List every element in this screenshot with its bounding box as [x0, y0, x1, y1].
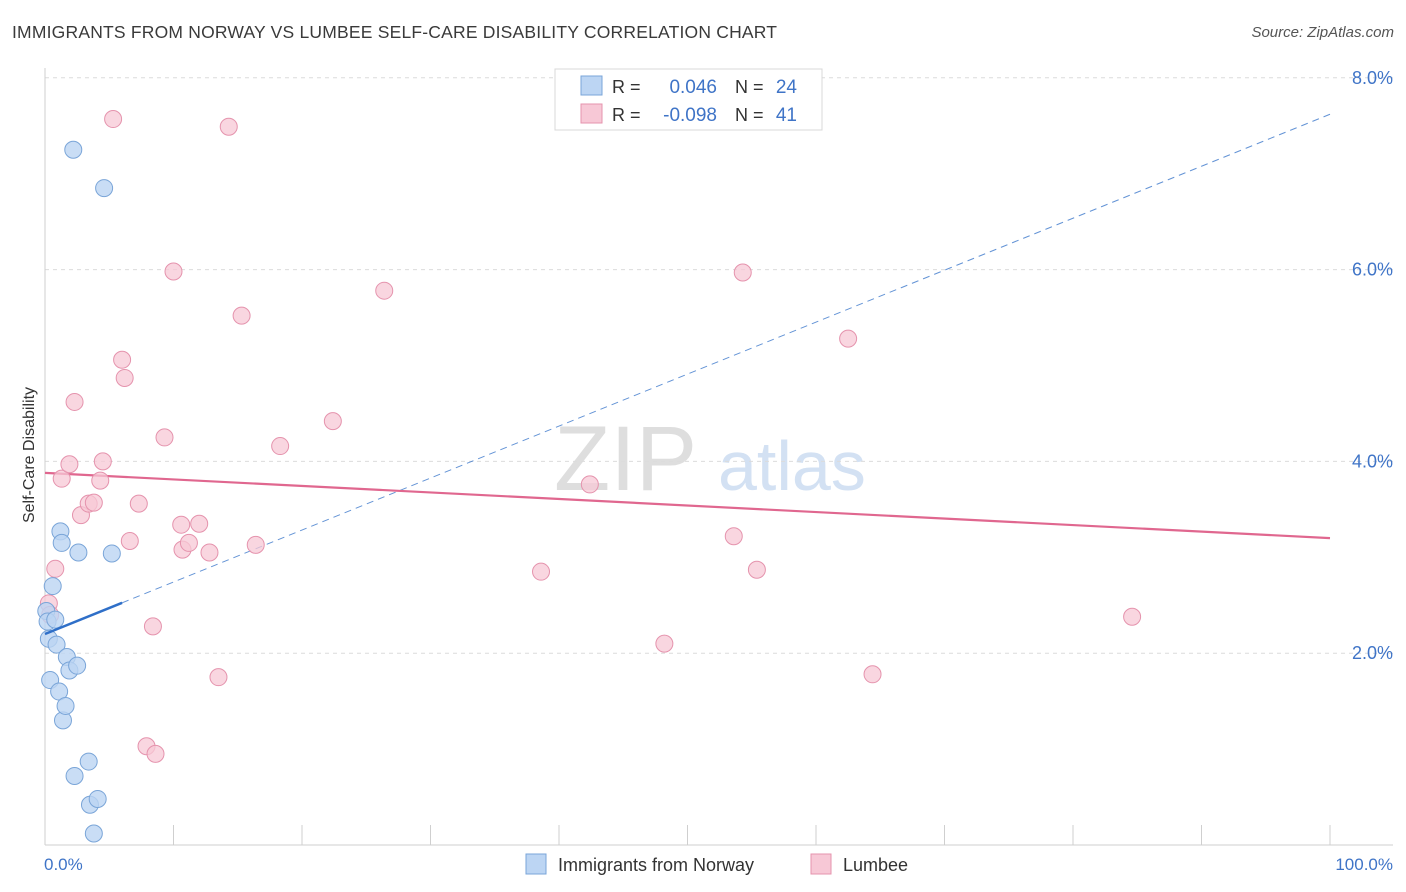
norway-point	[43, 577, 62, 596]
lumbee-point	[200, 543, 219, 562]
lumbee-point	[104, 110, 123, 129]
norway-point	[68, 656, 87, 675]
legend-lumbee-n-label: N =	[735, 105, 764, 125]
bottom-legend-lumbee-swatch	[810, 853, 832, 875]
lumbee-point	[724, 527, 743, 546]
legend-lumbee-r-label: R =	[612, 105, 641, 125]
lumbee-point	[84, 493, 103, 512]
lumbee-point	[375, 281, 394, 300]
lumbee-point	[219, 117, 238, 136]
lumbee-point	[863, 665, 882, 684]
lumbee-point	[323, 412, 342, 431]
legend-lumbee-swatch	[580, 103, 603, 124]
norway-point	[56, 696, 75, 715]
bottom-legend-norway-swatch	[525, 853, 547, 875]
norway-point	[52, 533, 71, 552]
watermark-zip: ZIP	[554, 408, 697, 510]
trend-lines	[44, 113, 1331, 604]
lumbee-point	[65, 392, 84, 411]
lumbee-point	[532, 562, 551, 581]
norway-point	[79, 752, 98, 771]
lumbee-point	[246, 535, 265, 554]
chart-title: IMMIGRANTS FROM NORWAY VS LUMBEE SELF-CA…	[12, 22, 778, 42]
legend-box: R = 0.046 N = 24 R = -0.098 N = 41	[554, 68, 823, 131]
bottom-legend-lumbee-label: Lumbee	[843, 855, 908, 875]
norway-point	[64, 140, 83, 159]
axes	[44, 68, 1393, 846]
bottom-legend: Immigrants from Norway Lumbee	[525, 853, 908, 875]
lumbee-points	[39, 110, 1142, 763]
norway-trend-solid	[44, 601, 123, 636]
lumbee-point	[580, 475, 599, 494]
x-tick-label-min: 0.0%	[44, 855, 83, 874]
lumbee-point	[172, 515, 191, 534]
legend-norway-r-value: 0.046	[669, 77, 717, 98]
norway-point	[65, 766, 84, 785]
lumbee-point	[146, 744, 165, 763]
lumbee-point	[733, 263, 752, 282]
legend-lumbee-n-value: 41	[776, 105, 797, 126]
y-tick-label: 4.0%	[1352, 451, 1393, 471]
y-tick-label: 6.0%	[1352, 260, 1393, 280]
norway-trend-dashed	[121, 113, 1331, 604]
lumbee-point	[839, 329, 858, 348]
lumbee-point	[115, 368, 134, 387]
lumbee-point	[91, 471, 110, 490]
norway-point	[95, 179, 114, 198]
lumbee-point	[655, 634, 674, 653]
lumbee-point	[120, 531, 139, 550]
lumbee-trend-line	[44, 471, 1331, 540]
norway-point	[102, 544, 121, 563]
lumbee-point	[93, 452, 112, 471]
norway-point	[69, 543, 88, 562]
lumbee-point	[155, 428, 174, 447]
legend-norway-r-label: R =	[612, 77, 641, 97]
lumbee-point	[271, 437, 290, 456]
legend-norway-swatch	[580, 75, 603, 96]
lumbee-point	[164, 262, 183, 281]
legend-lumbee-r-value: -0.098	[663, 105, 717, 126]
grid-lines	[45, 77, 1393, 654]
lumbee-point	[143, 617, 162, 636]
legend-norway-n-label: N =	[735, 77, 764, 97]
lumbee-point	[190, 514, 209, 533]
norway-point	[88, 789, 107, 808]
y-tick-labels: 2.0% 4.0% 6.0% 8.0%	[1352, 68, 1393, 663]
lumbee-point	[1123, 607, 1142, 626]
source-label: Source: ZipAtlas.com	[1251, 24, 1394, 41]
norway-points	[37, 140, 123, 843]
y-tick-label: 2.0%	[1352, 643, 1393, 663]
legend-norway-n-value: 24	[776, 77, 798, 98]
lumbee-point	[129, 494, 148, 513]
lumbee-point	[232, 306, 251, 325]
y-tick-label: 8.0%	[1352, 68, 1393, 88]
norway-point	[47, 635, 66, 654]
lumbee-point	[46, 559, 65, 578]
y-axis-label: Self-Care Disability	[21, 387, 38, 523]
lumbee-point	[179, 533, 198, 552]
lumbee-point	[209, 668, 228, 687]
norway-point	[46, 610, 65, 629]
lumbee-point	[113, 350, 132, 369]
lumbee-point	[747, 560, 766, 579]
lumbee-point	[60, 455, 79, 474]
lumbee-point	[52, 469, 71, 488]
watermark-atlas: atlas	[718, 427, 866, 505]
bottom-legend-norway-label: Immigrants from Norway	[558, 855, 754, 875]
x-tick-label-max: 100.0%	[1335, 855, 1393, 874]
norway-point	[84, 824, 103, 843]
